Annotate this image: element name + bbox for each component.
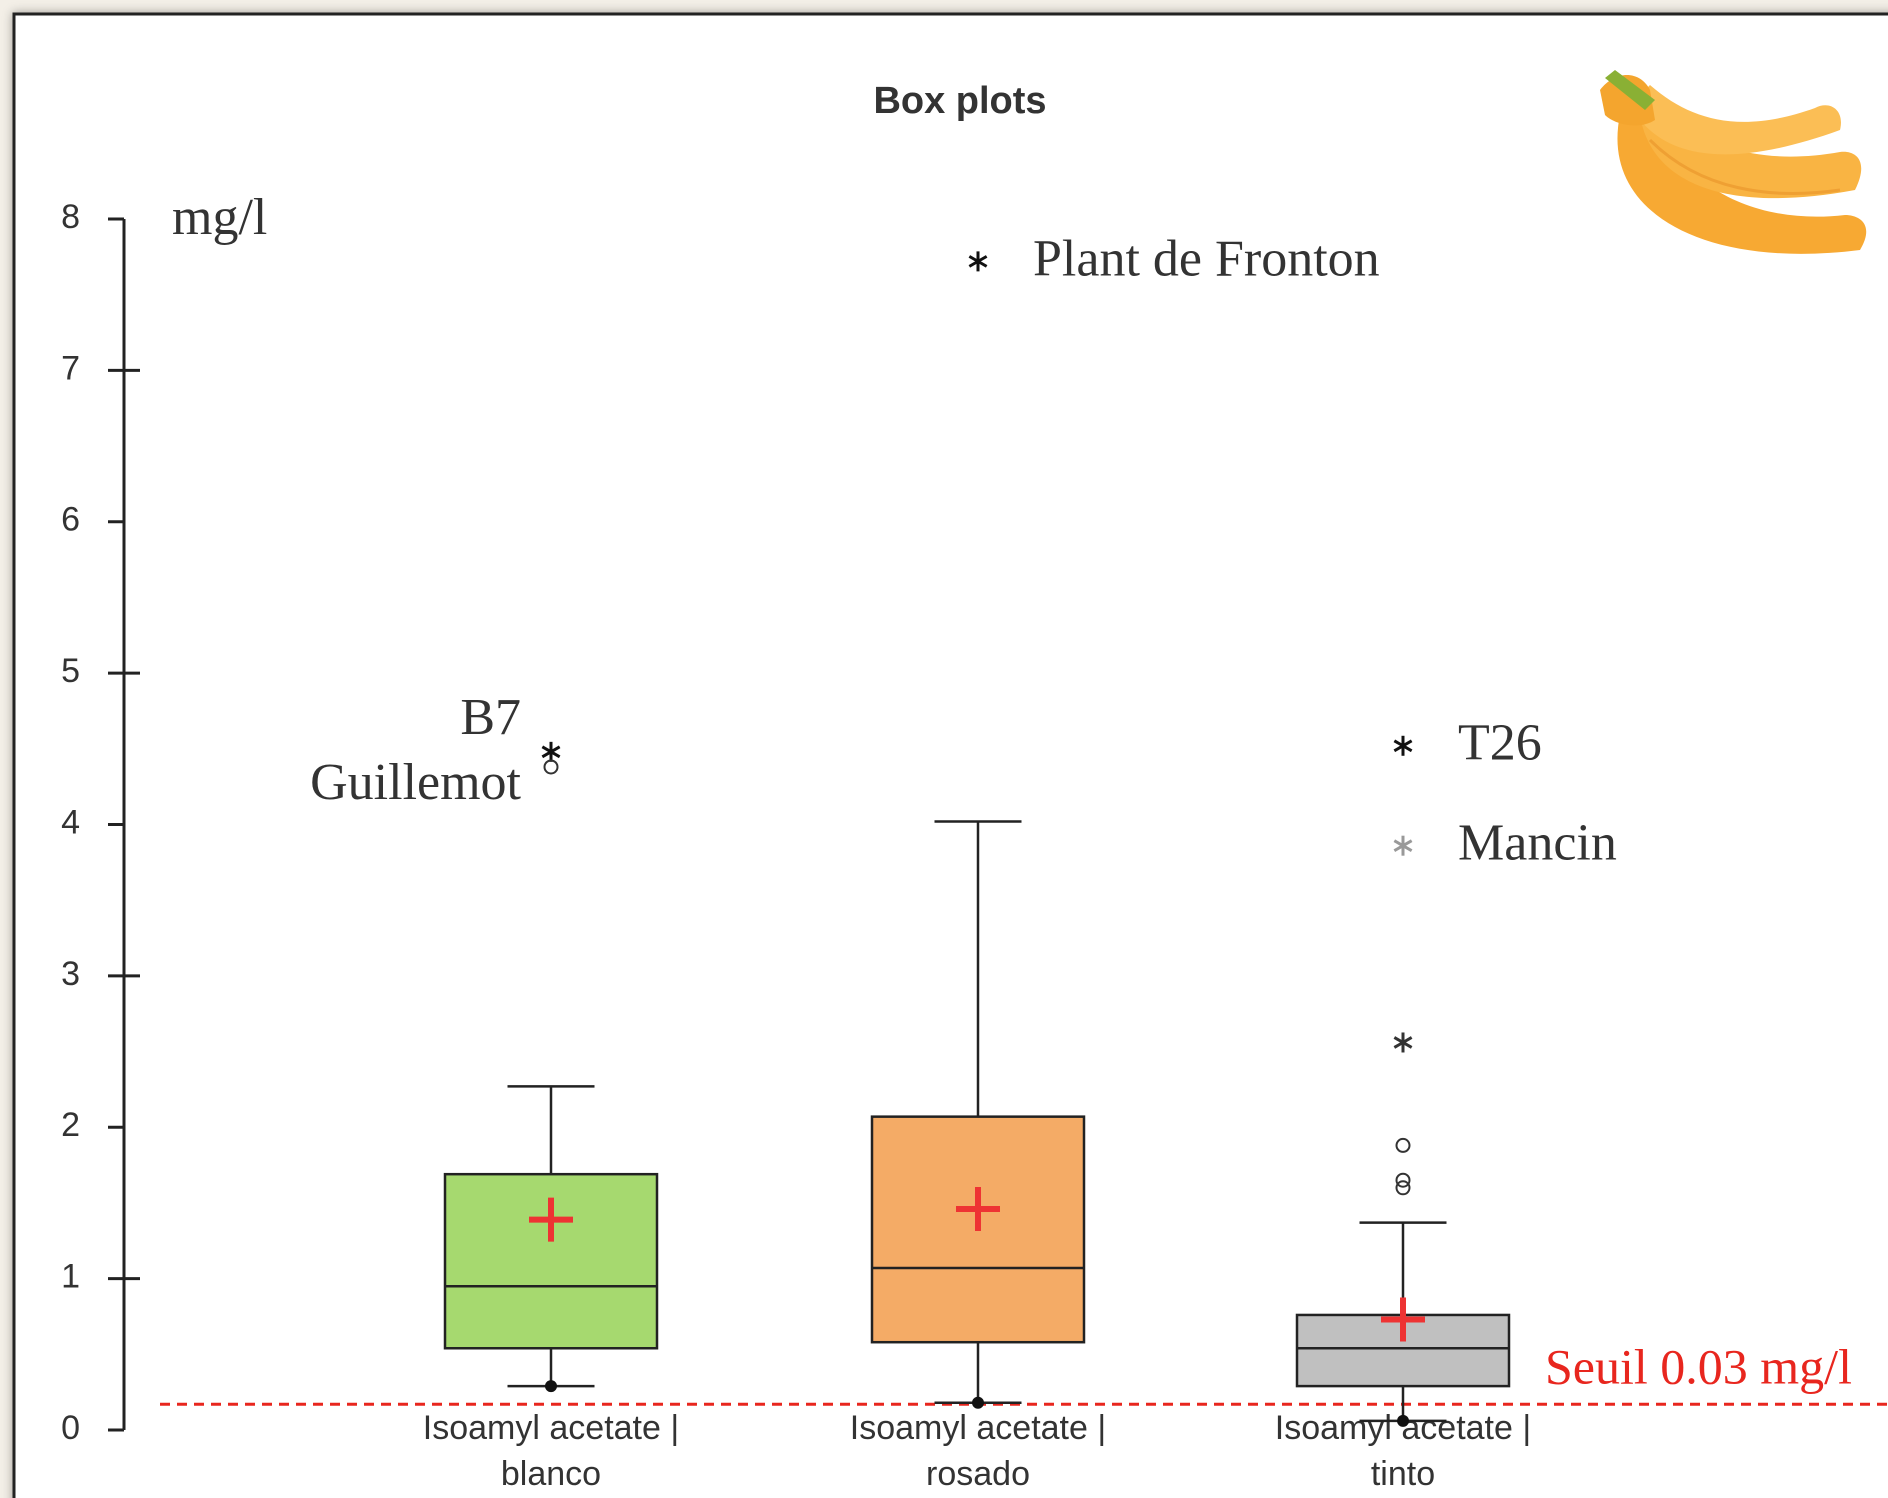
page: Box plots mg/l 0 1 2 3 4 5 6 7 8 Isoamyl acetate … bbox=[0, 0, 1888, 1498]
y-axis-label: mg/l bbox=[172, 189, 267, 246]
y-tick-label: 6 bbox=[61, 501, 80, 539]
min-point bbox=[545, 1380, 557, 1392]
y-tick-label: 1 bbox=[61, 1258, 80, 1296]
min-point bbox=[972, 1397, 984, 1409]
outlier-label: T26 bbox=[1458, 715, 1542, 772]
x-tick-label: rosado bbox=[926, 1455, 1030, 1493]
outlier-label: Plant de Fronton bbox=[1033, 230, 1380, 287]
y-tick-label: 2 bbox=[61, 1106, 80, 1144]
y-tick-label: 7 bbox=[61, 349, 80, 387]
min-point bbox=[1397, 1415, 1409, 1427]
y-tick-label: 0 bbox=[61, 1409, 80, 1447]
chart-title: Box plots bbox=[873, 80, 1046, 122]
outlier-label: Mancin bbox=[1458, 815, 1617, 872]
y-tick-label: 8 bbox=[61, 198, 80, 236]
outlier-label: Guillemot bbox=[310, 754, 521, 811]
x-tick-label: blanco bbox=[501, 1455, 601, 1493]
y-tick-label: 4 bbox=[61, 803, 80, 841]
y-tick-label: 5 bbox=[61, 652, 80, 690]
y-tick-label: 3 bbox=[61, 955, 80, 993]
x-tick-label: Isoamyl acetate | bbox=[850, 1409, 1106, 1447]
x-tick-label: tinto bbox=[1371, 1455, 1435, 1493]
x-tick-label: Isoamyl acetate | bbox=[423, 1409, 679, 1447]
threshold-label: Seuil 0.03 mg/l bbox=[1545, 1338, 1852, 1394]
outlier-label: B7 bbox=[460, 689, 521, 746]
chart: Box plots mg/l 0 1 2 3 4 5 6 7 8 Isoamyl acetate … bbox=[0, 0, 1888, 1498]
